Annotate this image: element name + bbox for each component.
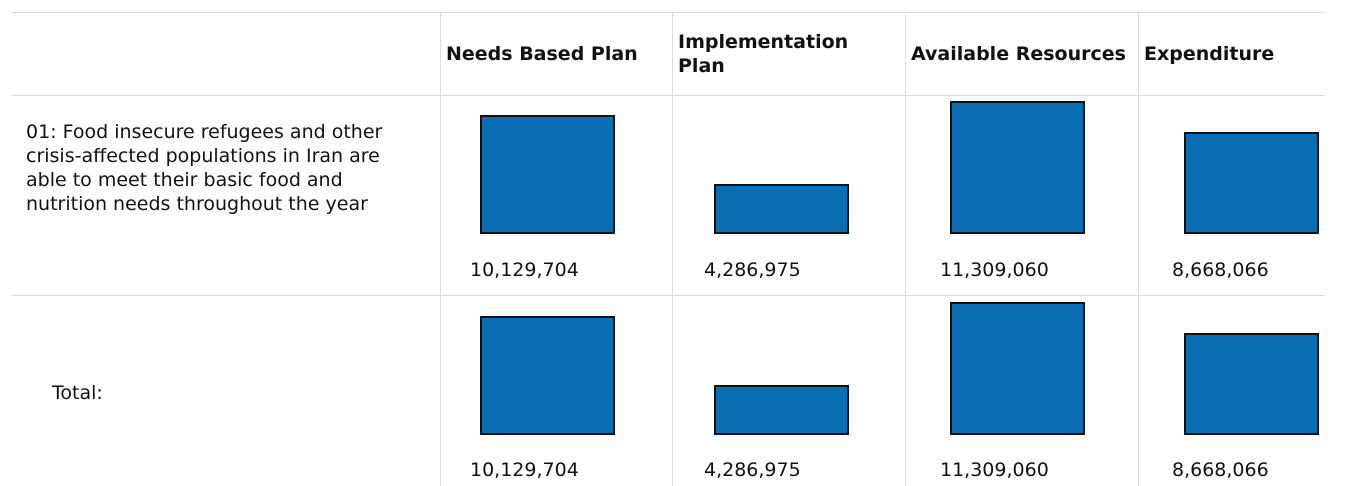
row-label: 01: Food insecure refugees and other cri…: [26, 121, 383, 215]
row-border: [12, 295, 1325, 296]
column-border: [1138, 12, 1139, 486]
value-label: 8,668,066: [1172, 259, 1269, 281]
column-border: [672, 12, 673, 486]
value-label: 10,129,704: [470, 259, 579, 281]
column-border: [440, 12, 441, 486]
column-border: [905, 12, 906, 486]
value-box: [714, 384, 849, 435]
value-label: 8,668,066: [1172, 459, 1269, 481]
value-label: 4,286,975: [704, 459, 801, 481]
value-box: [1184, 333, 1319, 435]
column-header: Available Resources: [911, 43, 1126, 65]
row-border: [12, 12, 1325, 13]
value-label: 4,286,975: [704, 259, 801, 281]
value-label: 11,309,060: [940, 259, 1049, 281]
value-box: [714, 183, 849, 234]
column-header: Expenditure: [1144, 43, 1275, 65]
column-header: Implementation Plan: [678, 31, 849, 77]
value-box: [1184, 132, 1319, 234]
value-box: [480, 114, 615, 234]
value-box: [950, 101, 1085, 234]
value-box: [480, 315, 615, 435]
row-label: Total:: [52, 382, 103, 404]
row-border: [12, 95, 1325, 96]
value-box: [950, 302, 1085, 435]
value-label: 11,309,060: [940, 459, 1049, 481]
value-label: 10,129,704: [470, 459, 579, 481]
column-header: Needs Based Plan: [446, 43, 638, 65]
